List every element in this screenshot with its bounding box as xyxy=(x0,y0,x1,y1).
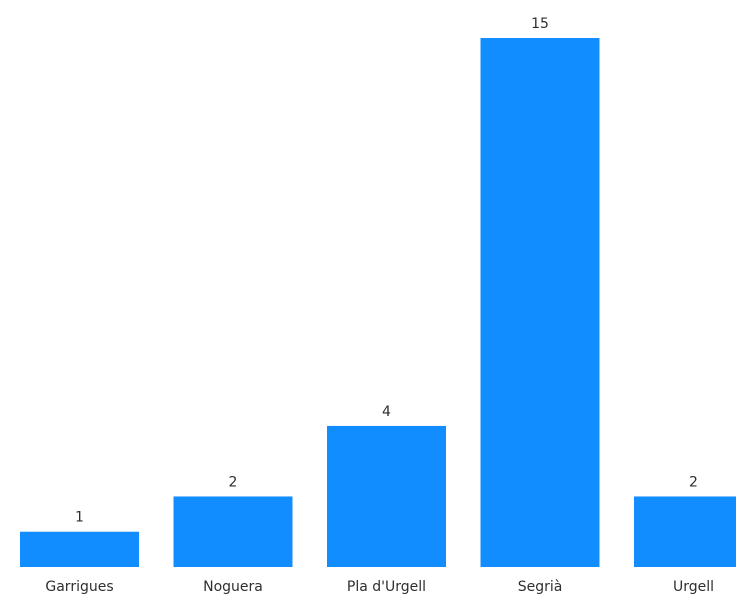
bar-2 xyxy=(327,426,446,567)
data-label-4: 2 xyxy=(689,474,698,490)
data-label-2: 4 xyxy=(382,404,391,420)
data-label-1: 2 xyxy=(229,474,238,490)
data-label-0: 1 xyxy=(75,510,84,526)
category-label-3: Segrià xyxy=(518,579,563,595)
category-label-2: Pla d'Urgell xyxy=(347,579,426,595)
data-label-3: 15 xyxy=(531,16,549,32)
bar-4 xyxy=(634,496,736,567)
bar-0 xyxy=(20,532,139,567)
bar-3 xyxy=(481,38,600,567)
category-label-4: Urgell xyxy=(673,579,714,595)
bar-1 xyxy=(174,496,293,567)
category-label-1: Noguera xyxy=(203,579,263,595)
category-label-0: Garrigues xyxy=(45,579,113,595)
